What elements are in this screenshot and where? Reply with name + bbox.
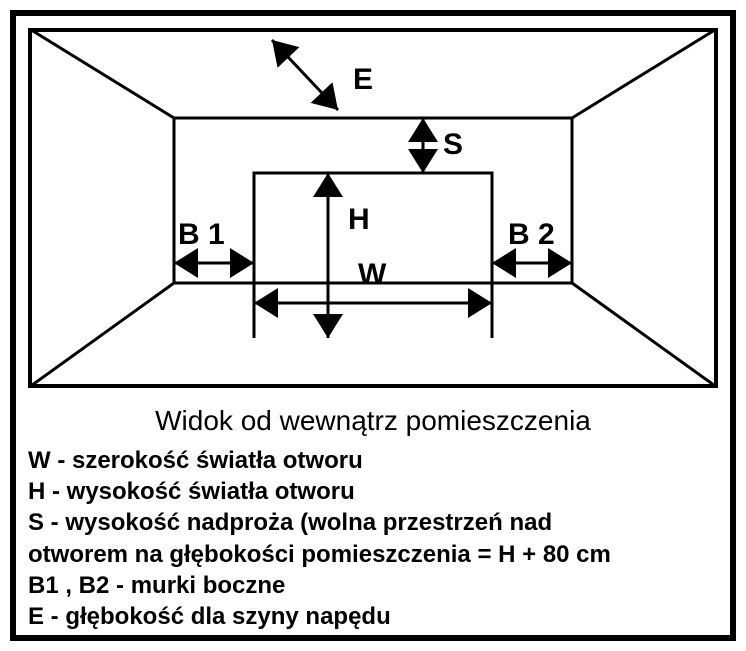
legend: W - szerokość światła otworu H - wysokoś… (28, 445, 718, 632)
dim-label-s: S (443, 128, 463, 162)
legend-line: E - głębokość dla szyny napędu (28, 601, 718, 632)
dim-label-w: W (358, 258, 386, 292)
legend-line: otworem na głębokości pomieszczenia = H … (28, 539, 718, 570)
diagram-title: Widok od wewnątrz pomieszczenia (0, 405, 746, 437)
dim-label-e: E (353, 63, 373, 97)
dim-label-b1: B 1 (178, 218, 225, 252)
legend-line: W - szerokość światła otworu (28, 445, 718, 476)
legend-line: H - wysokość światła otworu (28, 476, 718, 507)
dim-label-h: H (348, 203, 370, 237)
legend-line: S - wysokość nadproża (wolna przestrzeń … (28, 507, 718, 538)
dim-label-b2: B 2 (508, 218, 555, 252)
legend-line: B1 , B2 - murki boczne (28, 570, 718, 601)
